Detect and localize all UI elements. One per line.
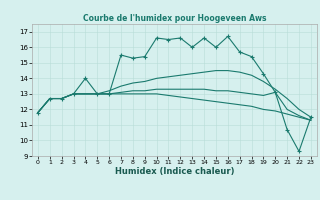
Title: Courbe de l'humidex pour Hoogeveen Aws: Courbe de l'humidex pour Hoogeveen Aws — [83, 14, 266, 23]
X-axis label: Humidex (Indice chaleur): Humidex (Indice chaleur) — [115, 167, 234, 176]
